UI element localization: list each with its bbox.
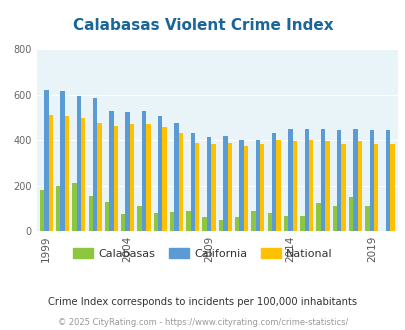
Bar <box>48 115 53 231</box>
Bar <box>97 123 102 231</box>
Bar <box>113 125 118 231</box>
Bar <box>276 140 280 231</box>
Bar <box>299 216 304 231</box>
Bar <box>170 212 174 231</box>
Bar <box>109 111 113 231</box>
Bar <box>56 185 60 231</box>
Bar <box>93 98 97 231</box>
Bar <box>369 130 373 231</box>
Bar <box>364 206 369 231</box>
Bar <box>146 124 150 231</box>
Bar <box>385 130 389 231</box>
Bar <box>251 211 255 231</box>
Bar <box>357 141 361 231</box>
Bar <box>194 143 199 231</box>
Bar <box>141 111 146 231</box>
Bar <box>218 220 223 231</box>
Text: © 2025 CityRating.com - https://www.cityrating.com/crime-statistics/: © 2025 CityRating.com - https://www.city… <box>58 318 347 327</box>
Bar <box>174 123 178 231</box>
Bar <box>324 141 329 231</box>
Bar <box>304 129 308 231</box>
Bar <box>40 190 44 231</box>
Bar <box>178 133 183 231</box>
Bar <box>202 217 207 231</box>
Bar <box>44 90 48 231</box>
Bar <box>207 137 211 231</box>
Bar <box>243 146 247 231</box>
Bar <box>104 202 109 231</box>
Bar <box>125 112 130 231</box>
Bar <box>186 211 190 231</box>
Bar <box>162 127 166 231</box>
Bar <box>227 143 231 231</box>
Bar <box>223 136 227 231</box>
Bar <box>121 214 125 231</box>
Bar <box>283 216 288 231</box>
Bar <box>332 206 336 231</box>
Bar <box>271 133 276 231</box>
Bar <box>60 91 65 231</box>
Bar <box>320 129 324 231</box>
Bar <box>292 141 296 231</box>
Text: Crime Index corresponds to incidents per 100,000 inhabitants: Crime Index corresponds to incidents per… <box>48 297 357 307</box>
Bar <box>88 196 93 231</box>
Bar <box>336 130 341 231</box>
Bar <box>389 144 394 231</box>
Bar <box>348 197 352 231</box>
Bar <box>308 140 313 231</box>
Bar <box>211 144 215 231</box>
Bar <box>130 124 134 231</box>
Bar <box>288 129 292 231</box>
Bar <box>158 116 162 231</box>
Bar <box>153 213 158 231</box>
Legend: Calabasas, California, National: Calabasas, California, National <box>68 244 337 263</box>
Bar <box>352 129 357 231</box>
Bar <box>81 117 85 231</box>
Bar <box>234 217 239 231</box>
Bar <box>267 213 271 231</box>
Bar <box>341 144 345 231</box>
Bar <box>77 96 81 231</box>
Bar <box>315 203 320 231</box>
Bar <box>255 140 260 231</box>
Bar <box>72 183 77 231</box>
Bar <box>137 206 141 231</box>
Bar <box>260 144 264 231</box>
Bar <box>65 116 69 231</box>
Text: Calabasas Violent Crime Index: Calabasas Violent Crime Index <box>72 18 333 33</box>
Bar <box>239 140 243 231</box>
Bar <box>190 133 194 231</box>
Bar <box>373 144 377 231</box>
